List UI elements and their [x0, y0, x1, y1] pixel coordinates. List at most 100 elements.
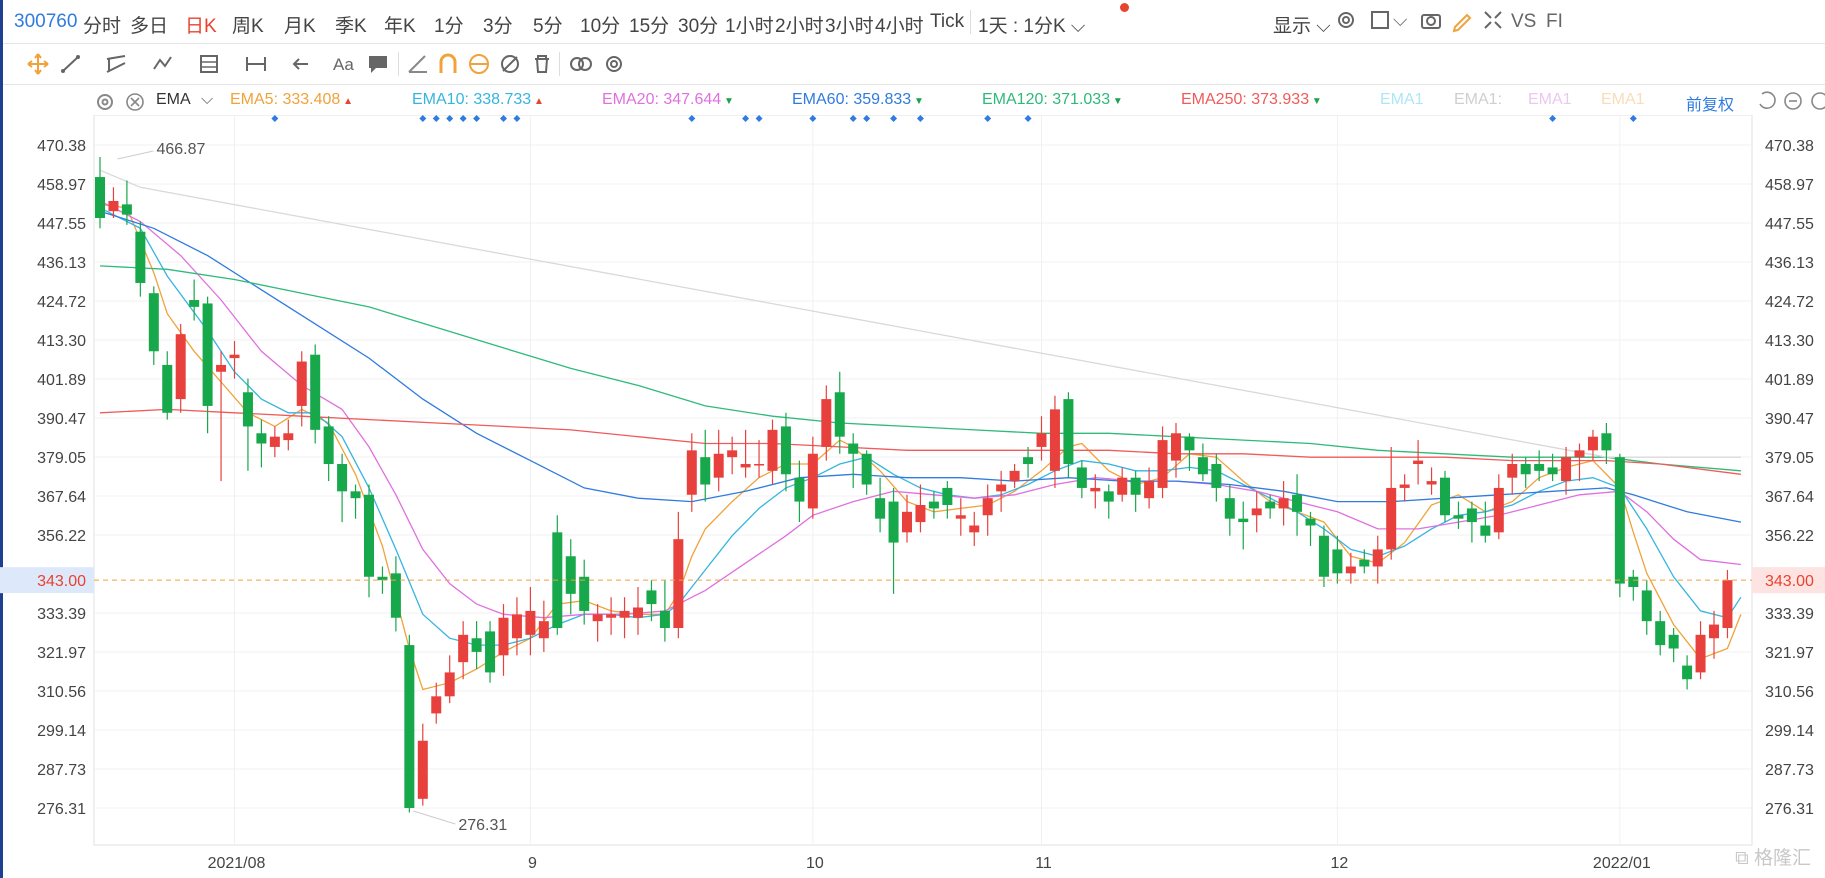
candle-body [579, 576, 590, 611]
period-3min[interactable]: 3分 [483, 16, 513, 37]
chart-controls [1759, 91, 1825, 110]
y-tick-label-left: 276.31 [37, 801, 86, 818]
signal-marker-icon [446, 115, 454, 122]
indicator-ema5[interactable]: EMA5: 333.408 ▲ [230, 91, 353, 108]
period-tick[interactable]: Tick [930, 11, 965, 32]
angle-tool-icon[interactable] [405, 51, 431, 77]
candle-body [525, 610, 536, 635]
indicator-ema20[interactable]: EMA20: 347.644 ▼ [602, 91, 734, 108]
zoom-out-icon[interactable] [1784, 92, 1802, 110]
candle-body [1386, 487, 1397, 550]
channel-tool-icon[interactable] [103, 51, 129, 77]
y-tick-label-right: 310.56 [1765, 684, 1814, 701]
candle-body [1426, 481, 1437, 485]
zoom-in-icon[interactable] [1811, 92, 1825, 110]
text-tool-icon[interactable]: Aa [331, 51, 357, 77]
candle-body [1520, 464, 1531, 475]
candle-body [458, 634, 469, 663]
trash-icon[interactable] [529, 51, 555, 77]
symbol-label[interactable]: 300760 [14, 11, 78, 32]
line-tool-icon[interactable] [58, 51, 84, 77]
period-quarterly[interactable]: 季K [335, 16, 367, 37]
candle-body [565, 556, 576, 594]
signal-marker-icon [432, 115, 440, 122]
indicator-settings-icon[interactable] [94, 91, 116, 113]
candle-body [1413, 460, 1424, 465]
layout-icon[interactable] [1367, 7, 1393, 33]
period-1min[interactable]: 1分 [434, 16, 464, 37]
indicator-ema10[interactable]: EMA10: 338.733 ▲ [412, 91, 544, 108]
period-1h[interactable]: 1小时 [725, 16, 774, 37]
candle-body [269, 436, 280, 447]
display-menu[interactable]: 显示 ⌵ [1273, 16, 1331, 37]
indicator-ema120[interactable]: EMA120: 371.033 ▼ [982, 91, 1123, 108]
wave-tool-icon[interactable] [151, 51, 177, 77]
watermark-text: 格隆汇 [1753, 848, 1811, 869]
chevron-down-icon[interactable]: ⌵ [1393, 10, 1408, 31]
candlestick-chart[interactable]: 470.38 470.38 458.97 458.97 447.55 447.55 436.… [0, 115, 1825, 878]
period-15min[interactable]: 15分 [629, 16, 670, 37]
indicator-inactive[interactable]: EMA1 [1601, 91, 1645, 108]
candle-body [1144, 481, 1155, 499]
period-5min[interactable]: 5分 [533, 16, 563, 37]
compare-icon[interactable] [568, 51, 594, 77]
arrow-left-icon[interactable] [288, 51, 314, 77]
indicator-inactive[interactable]: EMA1 [1528, 91, 1572, 108]
candle-body [444, 672, 455, 697]
period-intraday[interactable]: 分时 [83, 16, 122, 37]
candle-body [807, 453, 818, 509]
period-monthly[interactable]: 月K [284, 16, 316, 37]
period-multiday[interactable]: 多日 [130, 16, 169, 37]
adjust-mode-button[interactable]: 前复权 [1686, 97, 1735, 114]
fi-button[interactable]: FI [1546, 11, 1563, 32]
indicator-inactive[interactable]: EMA1: [1454, 91, 1503, 108]
candle-body [888, 501, 899, 543]
period-10min[interactable]: 10分 [580, 16, 621, 37]
chevron-down-icon[interactable]: ⌵ [201, 91, 214, 108]
move-icon[interactable] [25, 51, 51, 77]
arrow-up-icon: ▲ [531, 96, 544, 107]
candle-body [767, 429, 778, 471]
gear-icon[interactable] [601, 51, 627, 77]
comment-icon[interactable] [365, 51, 391, 77]
candle-body [686, 450, 697, 495]
fib-tool-icon[interactable] [197, 51, 223, 77]
hide-drawing-icon[interactable] [497, 51, 523, 77]
y-tick-label-right: 287.73 [1765, 762, 1814, 779]
period-4h[interactable]: 4小时 [875, 16, 924, 37]
candle-body [1507, 464, 1518, 478]
candle-body [1682, 665, 1693, 680]
indicator-name[interactable]: EMA [156, 91, 191, 108]
candle-body [955, 515, 966, 519]
y-tick-label-right: 447.55 [1765, 216, 1814, 233]
signal-marker-icon [513, 115, 521, 122]
vs-button[interactable]: VS [1511, 11, 1537, 32]
period-weekly[interactable]: 周K [232, 16, 264, 37]
indicator-close-icon[interactable] [124, 91, 146, 113]
y-tick-label-right: 390.47 [1765, 411, 1814, 428]
undo-icon[interactable] [1759, 91, 1776, 109]
candle-body [1224, 498, 1235, 519]
candle-body [1372, 549, 1383, 567]
indicator-ema250[interactable]: EMA250: 373.933 ▼ [1181, 91, 1322, 108]
camera-icon[interactable] [1418, 7, 1444, 33]
period-daily[interactable]: 日K [185, 16, 217, 37]
range-selector[interactable]: 1天 : 1分K ⌵ [978, 16, 1086, 37]
period-yearly[interactable]: 年K [384, 16, 416, 37]
signal-marker-icon [916, 115, 924, 122]
period-3h[interactable]: 3小时 [825, 16, 874, 37]
lock-drawing-icon[interactable] [466, 51, 492, 77]
period-2h[interactable]: 2小时 [775, 16, 824, 37]
fullscreen-icon[interactable] [1480, 7, 1506, 33]
pencil-icon[interactable] [1449, 7, 1475, 33]
indicator-ema60[interactable]: EMA60: 359.833 ▼ [792, 91, 924, 108]
candle-body [1722, 580, 1733, 628]
period-30min[interactable]: 30分 [678, 16, 719, 37]
measure-tool-icon[interactable] [243, 51, 269, 77]
magnet-icon[interactable] [435, 51, 461, 77]
candle-body [135, 231, 146, 283]
current-price-label-right: 343.00 [1765, 573, 1814, 590]
toolbar-divider [398, 52, 399, 76]
settings-icon[interactable] [1333, 7, 1359, 33]
indicator-inactive[interactable]: EMA1 [1380, 91, 1424, 108]
